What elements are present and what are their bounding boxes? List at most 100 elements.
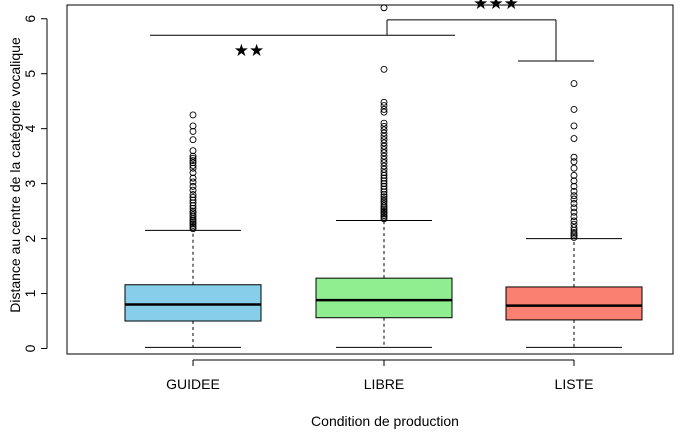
outlier-liste-18	[570, 164, 578, 172]
outlier-liste-23	[570, 105, 578, 113]
outlier-liste-12	[570, 195, 578, 203]
outlier-libre-31	[380, 136, 388, 144]
outlier-libre-36	[380, 119, 388, 127]
outlier-liste-19	[570, 158, 578, 166]
outlier-liste-10	[570, 204, 578, 212]
outlier-libre-40	[380, 98, 388, 106]
box-guidee	[124, 284, 262, 322]
outlier-guidee-20	[189, 174, 197, 182]
outlier-libre-16	[380, 182, 388, 190]
plot-frame	[66, 4, 674, 355]
outlier-guidee-16	[189, 191, 197, 199]
outlier-libre-25	[380, 155, 388, 163]
outlier-guidee-32	[189, 111, 197, 119]
outlier-liste-14	[570, 187, 578, 195]
outlier-libre-21	[380, 169, 388, 177]
outlier-liste-20	[570, 153, 578, 161]
outlier-liste-16	[570, 177, 578, 185]
outlier-libre-33	[380, 129, 388, 137]
outlier-liste-13	[570, 192, 578, 200]
outlier-libre-26	[380, 152, 388, 160]
significance-label-guidee: ★★	[234, 41, 264, 61]
y-tick-label-6: 6	[22, 15, 38, 23]
outlier-guidee-17	[189, 186, 197, 194]
outlier-libre-22	[380, 165, 388, 173]
outlier-libre-23	[380, 162, 388, 170]
outlier-guidee-26	[189, 154, 197, 162]
outlier-libre-12	[380, 193, 388, 201]
outlier-libre-18	[380, 177, 388, 185]
outlier-liste-15	[570, 182, 578, 190]
outlier-libre-35	[380, 123, 388, 130]
outlier-libre-9	[380, 199, 388, 207]
outlier-libre-19	[380, 174, 388, 182]
outlier-guidee-15	[189, 193, 197, 201]
outlier-guidee-28	[189, 147, 197, 155]
outlier-libre-13	[380, 191, 388, 199]
outlier-liste-24	[570, 80, 578, 88]
outlier-liste-6	[570, 220, 578, 228]
outlier-libre-34	[380, 126, 388, 134]
outlier-libre-29	[380, 142, 388, 150]
outlier-guidee-18	[189, 182, 197, 190]
outlier-guidee-30	[189, 127, 197, 135]
outlier-libre-37	[380, 108, 388, 116]
y-tick-label-5: 5	[22, 70, 38, 78]
outlier-guidee-29	[189, 136, 197, 144]
outlier-libre-38	[380, 105, 388, 113]
y-tick-label-0: 0	[22, 344, 38, 352]
outlier-guidee-11	[189, 204, 197, 212]
outlier-libre-27	[380, 149, 388, 157]
y-tick-label-3: 3	[22, 180, 38, 188]
box-liste	[505, 286, 643, 321]
x-tick-label-guidee: GUIDEE	[166, 376, 220, 392]
box-libre	[315, 277, 453, 319]
outlier-guidee-27	[189, 152, 197, 160]
outlier-guidee-13	[189, 199, 197, 207]
outlier-guidee-31	[189, 122, 197, 130]
outlier-liste-9	[570, 208, 578, 216]
outlier-liste-3	[570, 229, 578, 236]
outlier-libre-14	[380, 188, 388, 196]
significance-label-libre-liste: ★★★	[473, 0, 519, 14]
outlier-guidee-10	[189, 207, 197, 215]
y-axis-title: Distance au centre de la catégorie vocal…	[7, 37, 23, 313]
outlier-libre-32	[380, 132, 388, 140]
outlier-libre-24	[380, 159, 388, 167]
x-tick-label-liste: LISTE	[555, 376, 594, 392]
x-axis-title: Condition de production	[311, 413, 459, 429]
y-tick-label-4: 4	[22, 125, 38, 133]
outlier-libre-42	[380, 4, 388, 12]
outlier-guidee-24	[189, 159, 197, 167]
outlier-guidee-12	[189, 202, 197, 210]
outlier-liste-11	[570, 199, 578, 207]
outlier-liste-8	[570, 213, 578, 221]
outlier-liste-5	[570, 224, 578, 232]
outlier-guidee-22	[189, 164, 197, 172]
outlier-guidee-14	[189, 196, 197, 204]
outlier-liste-7	[570, 217, 578, 225]
outlier-guidee-21	[189, 169, 197, 177]
outlier-liste-21	[570, 135, 578, 143]
outlier-libre-41	[380, 65, 388, 73]
x-tick-label-libre: LIBRE	[364, 376, 404, 392]
outlier-guidee-8	[189, 211, 197, 219]
outlier-libre-11	[380, 195, 388, 203]
outlier-guidee-23	[189, 162, 197, 169]
outlier-libre-15	[380, 185, 388, 193]
outlier-libre-8	[380, 202, 388, 210]
outlier-libre-39	[380, 102, 388, 110]
y-tick-label-2: 2	[22, 234, 38, 242]
outlier-libre-30	[380, 139, 388, 147]
outlier-liste-17	[570, 171, 578, 179]
outlier-libre-17	[380, 180, 388, 188]
y-tick-label-1: 1	[22, 289, 38, 297]
outlier-guidee-25	[189, 157, 197, 164]
outlier-liste-22	[570, 122, 578, 130]
outlier-libre-10	[380, 197, 388, 205]
outlier-guidee-19	[189, 178, 197, 186]
outlier-libre-28	[380, 146, 388, 153]
